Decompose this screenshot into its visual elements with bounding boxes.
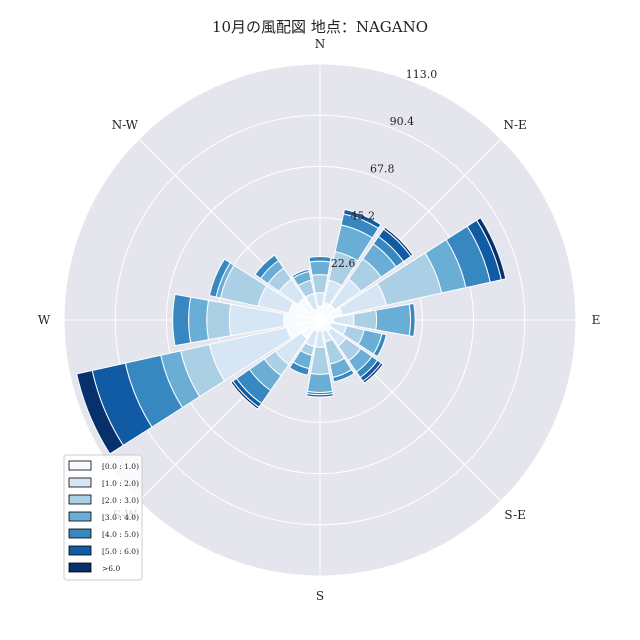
wind-bars: [76, 208, 507, 455]
wind-bar-segment-e-3: [375, 303, 412, 337]
radial-tick-label: 90.4: [390, 115, 415, 128]
legend-label-5: [5.0 : 6.0): [102, 547, 139, 556]
radial-tick-label: 67.8: [370, 162, 395, 175]
wind-bar-segment-w-2: [206, 299, 232, 341]
wind-bar-segment-sw-6: [230, 380, 260, 410]
wind-bar-segment-ene-6: [475, 217, 507, 281]
radial-tick-label: 45.2: [350, 210, 375, 223]
wind-bar-segment-ne-6: [382, 226, 414, 258]
legend-swatch-5: [68, 545, 92, 556]
direction-label-se: S-E: [504, 508, 525, 522]
wind-bar-segment-wnw-4: [208, 258, 231, 298]
direction-label-ne: N-E: [503, 118, 526, 132]
legend-swatch-4: [68, 528, 92, 539]
legend-label-6: >6.0: [102, 564, 120, 573]
chart-title: 10月の風配図 地点：NAGANO: [212, 18, 428, 36]
legend-swatch-2: [68, 494, 92, 505]
legend-swatch-1: [68, 477, 92, 488]
radial-tick-labels: 22.6 45.2 67.8 90.4 113.0: [331, 68, 437, 270]
direction-label-w: W: [38, 313, 51, 327]
wind-bar-segment-nnw-4: [291, 268, 310, 279]
wind-bar-segment-sse-4: [332, 368, 355, 383]
direction-label-nw: N-W: [112, 118, 139, 132]
legend-swatch-6: [68, 562, 92, 573]
legend-swatch-0: [68, 460, 92, 471]
wind-bar-segment-w-4: [172, 293, 192, 347]
wind-bar-segment-w-3: [188, 296, 210, 344]
wind-bar-segment-s-5: [306, 393, 334, 398]
wind-bar-segment-nw-4: [254, 254, 280, 280]
radial-tick-label: 22.6: [331, 257, 356, 270]
direction-label-e: E: [592, 313, 601, 327]
wind-bar-segment-se-6: [362, 362, 384, 384]
legend-swatch-3: [68, 511, 92, 522]
legend: [0.0 : 1.0) [1.0 : 2.0) [2.0 : 3.0) [3.0 : …: [63, 454, 143, 581]
radial-tick-label: 113.0: [406, 68, 438, 81]
direction-label-s: S: [316, 589, 324, 603]
wind-bar-segment-n-2: [311, 274, 329, 294]
wind-bar-segment-ssw-4: [288, 361, 310, 376]
wind-bar-segment-n-3: [309, 260, 331, 276]
wind-bar-segment-wsw-6: [76, 369, 124, 455]
wind-bar-segment-e-2: [352, 309, 378, 331]
legend-label-4: [4.0 : 5.0): [102, 530, 139, 539]
wind-bar-segment-n-4: [308, 256, 332, 263]
wind-bar-segment-e-4: [408, 302, 416, 338]
wind-bar-segment-s-3: [306, 372, 334, 393]
legend-label-1: [1.0 : 2.0): [102, 479, 139, 488]
direction-label-n: N: [315, 37, 326, 51]
wind-bar-segment-ese-4: [372, 333, 387, 358]
legend-label-0: [0.0 : 1.0): [102, 462, 139, 471]
direction-labels: NN-EES-ESS-WWN-W: [38, 37, 601, 603]
wind-bar-segment-nne-5: [342, 208, 382, 229]
legend-label-3: [3.0 : 4.0): [102, 513, 139, 522]
legend-label-2: [2.0 : 3.0): [102, 496, 139, 505]
